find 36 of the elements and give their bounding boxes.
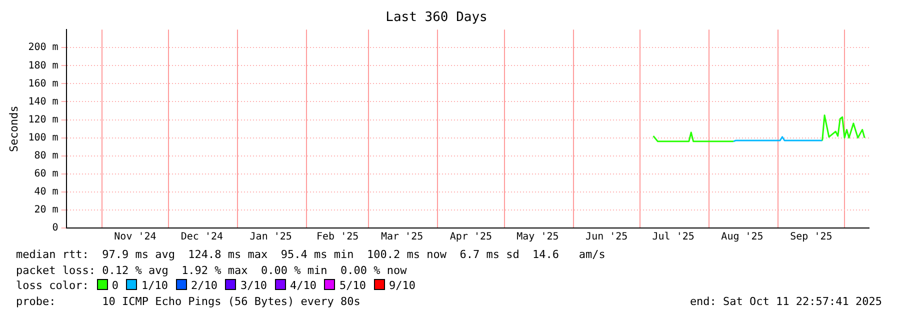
y-tick-label: 180 m: [28, 60, 58, 72]
legend-label: 9/10: [388, 279, 416, 292]
y-tick-label: 40 m: [34, 186, 58, 198]
legend-label: 4/10: [290, 279, 316, 292]
legend-title: loss color:: [16, 279, 89, 292]
x-tick-label: Jan '25: [250, 232, 292, 243]
y-tick-label: 140 m: [28, 96, 58, 108]
legend-label: 2/10: [190, 279, 218, 292]
y-tick-label: 0: [52, 222, 58, 234]
y-tick-label: 100 m: [28, 132, 58, 144]
legend-label: 1/10: [141, 279, 168, 292]
x-tick-label: Mar '25: [380, 232, 424, 243]
x-tick-label: Feb '25: [316, 232, 359, 243]
x-tick-label: Jul '25: [652, 232, 694, 243]
text: end: Sat Oct 11 22:57:41 2025: [690, 294, 882, 309]
y-tick-label: 200 m: [28, 42, 58, 54]
y-tick-label: 60 m: [34, 168, 58, 180]
text: probe: 10 ICMP Echo Pings (56 Bytes) every 80s: [16, 294, 360, 308]
x-tick-label: Jun '25: [586, 232, 628, 243]
x-tick-label: Sep '25: [790, 232, 832, 243]
y-tick-label: 80 m: [34, 150, 58, 162]
chart-title: Last 360 Days: [386, 10, 488, 26]
y-axis-title: Seconds: [7, 106, 20, 152]
legend-label: 5/10: [339, 279, 366, 292]
x-tick-label: Nov '24: [114, 232, 156, 243]
y-tick-label: 120 m: [28, 114, 58, 126]
x-tick-label: Apr '25: [450, 232, 492, 243]
x-tick-label: Aug '25: [721, 232, 764, 243]
legend-label: 0: [112, 279, 118, 292]
y-tick-label: 20 m: [34, 204, 58, 216]
text: packet loss: 0.12 % avg 1.92 % max 0.00 % min 0.00 % now: [16, 262, 408, 278]
x-tick-label: May '25: [516, 232, 559, 243]
x-tick-label: Dec '24: [180, 232, 224, 243]
text: median rtt: 97.9 ms avg 124.8 ms max 95.4 ms min 100.2 ms now 6.7 ms sd 14.6 am/s: [16, 247, 606, 262]
legend-label: 3/10: [240, 279, 267, 292]
y-tick-label: 160 m: [28, 78, 58, 90]
